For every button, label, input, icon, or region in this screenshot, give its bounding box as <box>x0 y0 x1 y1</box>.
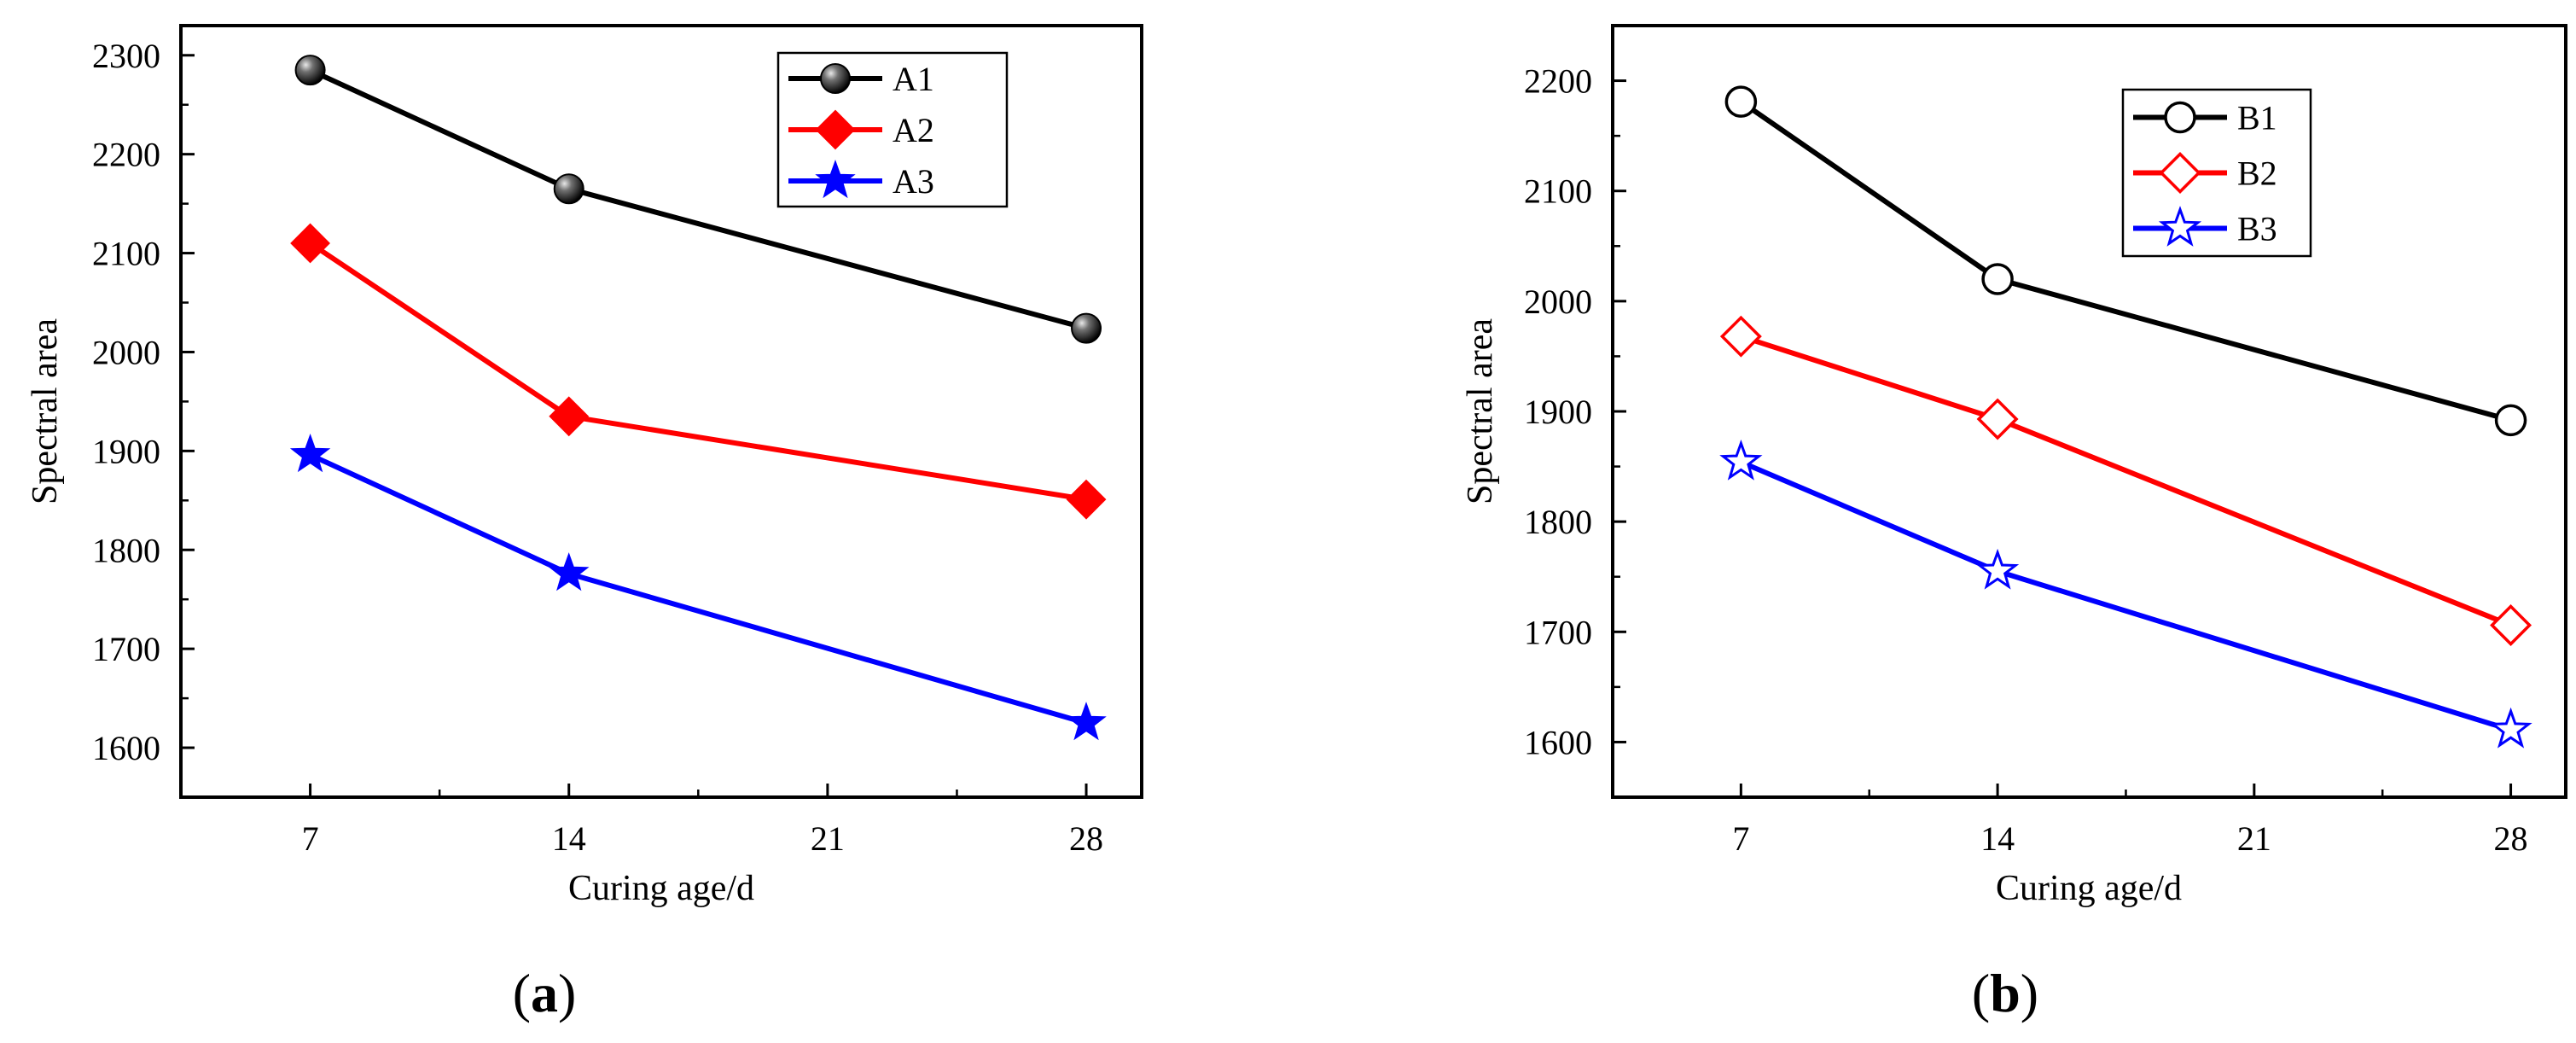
series-line-a3 <box>309 452 1087 725</box>
legend-marker-b3 <box>2158 206 2202 247</box>
data-point-a2 <box>290 223 330 264</box>
panel-a-caption: (a) <box>513 963 577 1023</box>
panel-a-letter: a <box>531 963 558 1023</box>
data-point-b1 <box>2494 404 2527 437</box>
panel-a-xtick-label: 7 <box>302 819 319 858</box>
panel-a-ytick-label: 2200 <box>92 136 160 174</box>
panel-b-ytick-label: 2000 <box>1524 283 1592 321</box>
panel-a-ytick-label: 2100 <box>92 235 160 273</box>
panel-b: 1600 1700 1800 1900 2000 2100 2200 7 14 21 28 Curi… <box>1461 24 2567 1023</box>
data-point-b3 <box>2489 707 2532 749</box>
panel-a-series-layer <box>289 55 1107 741</box>
data-point-b1 <box>1724 85 1758 118</box>
panel-b-ytick-label: 1800 <box>1524 503 1592 541</box>
legend-marker-b2 <box>2159 152 2201 194</box>
data-point-a3 <box>289 434 331 473</box>
legend-marker-a2 <box>815 109 856 150</box>
data-point-b3 <box>1975 548 2020 590</box>
series-line-b2 <box>1740 334 2512 628</box>
panel-b-letter: b <box>1990 963 2021 1023</box>
panel-a-plot-frame <box>179 24 1143 799</box>
series-line-b3 <box>1740 459 2512 733</box>
panel-b-ticks: 1600 1700 1800 1900 2000 2100 2200 7 14 21 28 <box>1524 62 2528 858</box>
data-point-b2 <box>1976 398 2019 440</box>
legend-label-a1: A1 <box>893 60 934 98</box>
panel-b-ytick-label: 2100 <box>1524 172 1592 211</box>
panel-b-ytick-label: 2200 <box>1524 62 1592 101</box>
data-point-a2 <box>549 396 590 437</box>
panel-a-legend: A1 A2 A3 <box>776 51 1009 208</box>
panel-b-xlabel: Curing age/d <box>1996 869 2182 908</box>
panel-a-ylabel: Spectral area <box>26 318 65 504</box>
data-point-a2 <box>1066 479 1107 520</box>
panel-b-plot-frame <box>1611 24 2567 799</box>
panel-a-xlabel: Curing age/d <box>568 869 754 908</box>
panel-a-ytick-label: 2300 <box>92 37 160 75</box>
data-point-a3 <box>1066 702 1107 741</box>
panel-b-ytick-label: 1900 <box>1524 393 1592 431</box>
panel-b-xtick-label: 14 <box>1980 819 2015 858</box>
legend-marker-b1 <box>2164 101 2196 134</box>
legend-label-b3: B3 <box>2237 210 2277 248</box>
panel-a-ytick-label: 2000 <box>92 333 160 371</box>
data-point-a3 <box>548 552 590 591</box>
data-point-b2 <box>1719 315 1762 358</box>
legend-label-a3: A3 <box>893 162 934 201</box>
panel-a-ticks: 1600 1700 1800 1900 2000 2100 2200 2300 7 14 21 28 <box>92 37 1103 858</box>
legend-label-a2: A2 <box>893 111 934 149</box>
panel-a-xtick-label: 28 <box>1069 819 1103 858</box>
panel-b-legend: B1 B2 B3 <box>2121 88 2312 258</box>
panel-b-series-layer <box>1719 85 2532 749</box>
data-point-a1 <box>294 55 326 86</box>
panel-b-caption: (b) <box>1972 963 2038 1023</box>
series-line-a2 <box>308 241 1087 503</box>
data-point-b3 <box>1719 439 1763 481</box>
data-point-b2 <box>2490 604 2532 647</box>
data-point-a1 <box>1071 312 1102 344</box>
panel-a-xtick-label: 14 <box>552 819 586 858</box>
panel-b-xtick-label: 28 <box>2494 819 2528 858</box>
panel-b-ylabel: Spectral area <box>1461 318 1500 504</box>
legend-marker-a1 <box>820 63 851 94</box>
panel-a-ytick-label: 1600 <box>92 729 160 767</box>
panel-a-ytick-label: 1700 <box>92 630 160 668</box>
legend-label-b1: B1 <box>2237 99 2277 137</box>
panel-b-xtick-label: 21 <box>2237 819 2271 858</box>
panel-b-xtick-label: 7 <box>1732 819 1749 858</box>
panel-b-ytick-label: 1700 <box>1524 613 1592 651</box>
panel-a-ytick-label: 1800 <box>92 531 160 569</box>
data-point-a1 <box>553 173 584 205</box>
legend-label-b2: B2 <box>2237 154 2277 193</box>
data-point-b1 <box>1981 263 2014 295</box>
panel-a-xtick-label: 21 <box>811 819 845 858</box>
legend-marker-a3 <box>815 160 856 199</box>
panel-a-ytick-label: 1900 <box>92 432 160 470</box>
panel-b-ytick-label: 1600 <box>1524 723 1592 761</box>
